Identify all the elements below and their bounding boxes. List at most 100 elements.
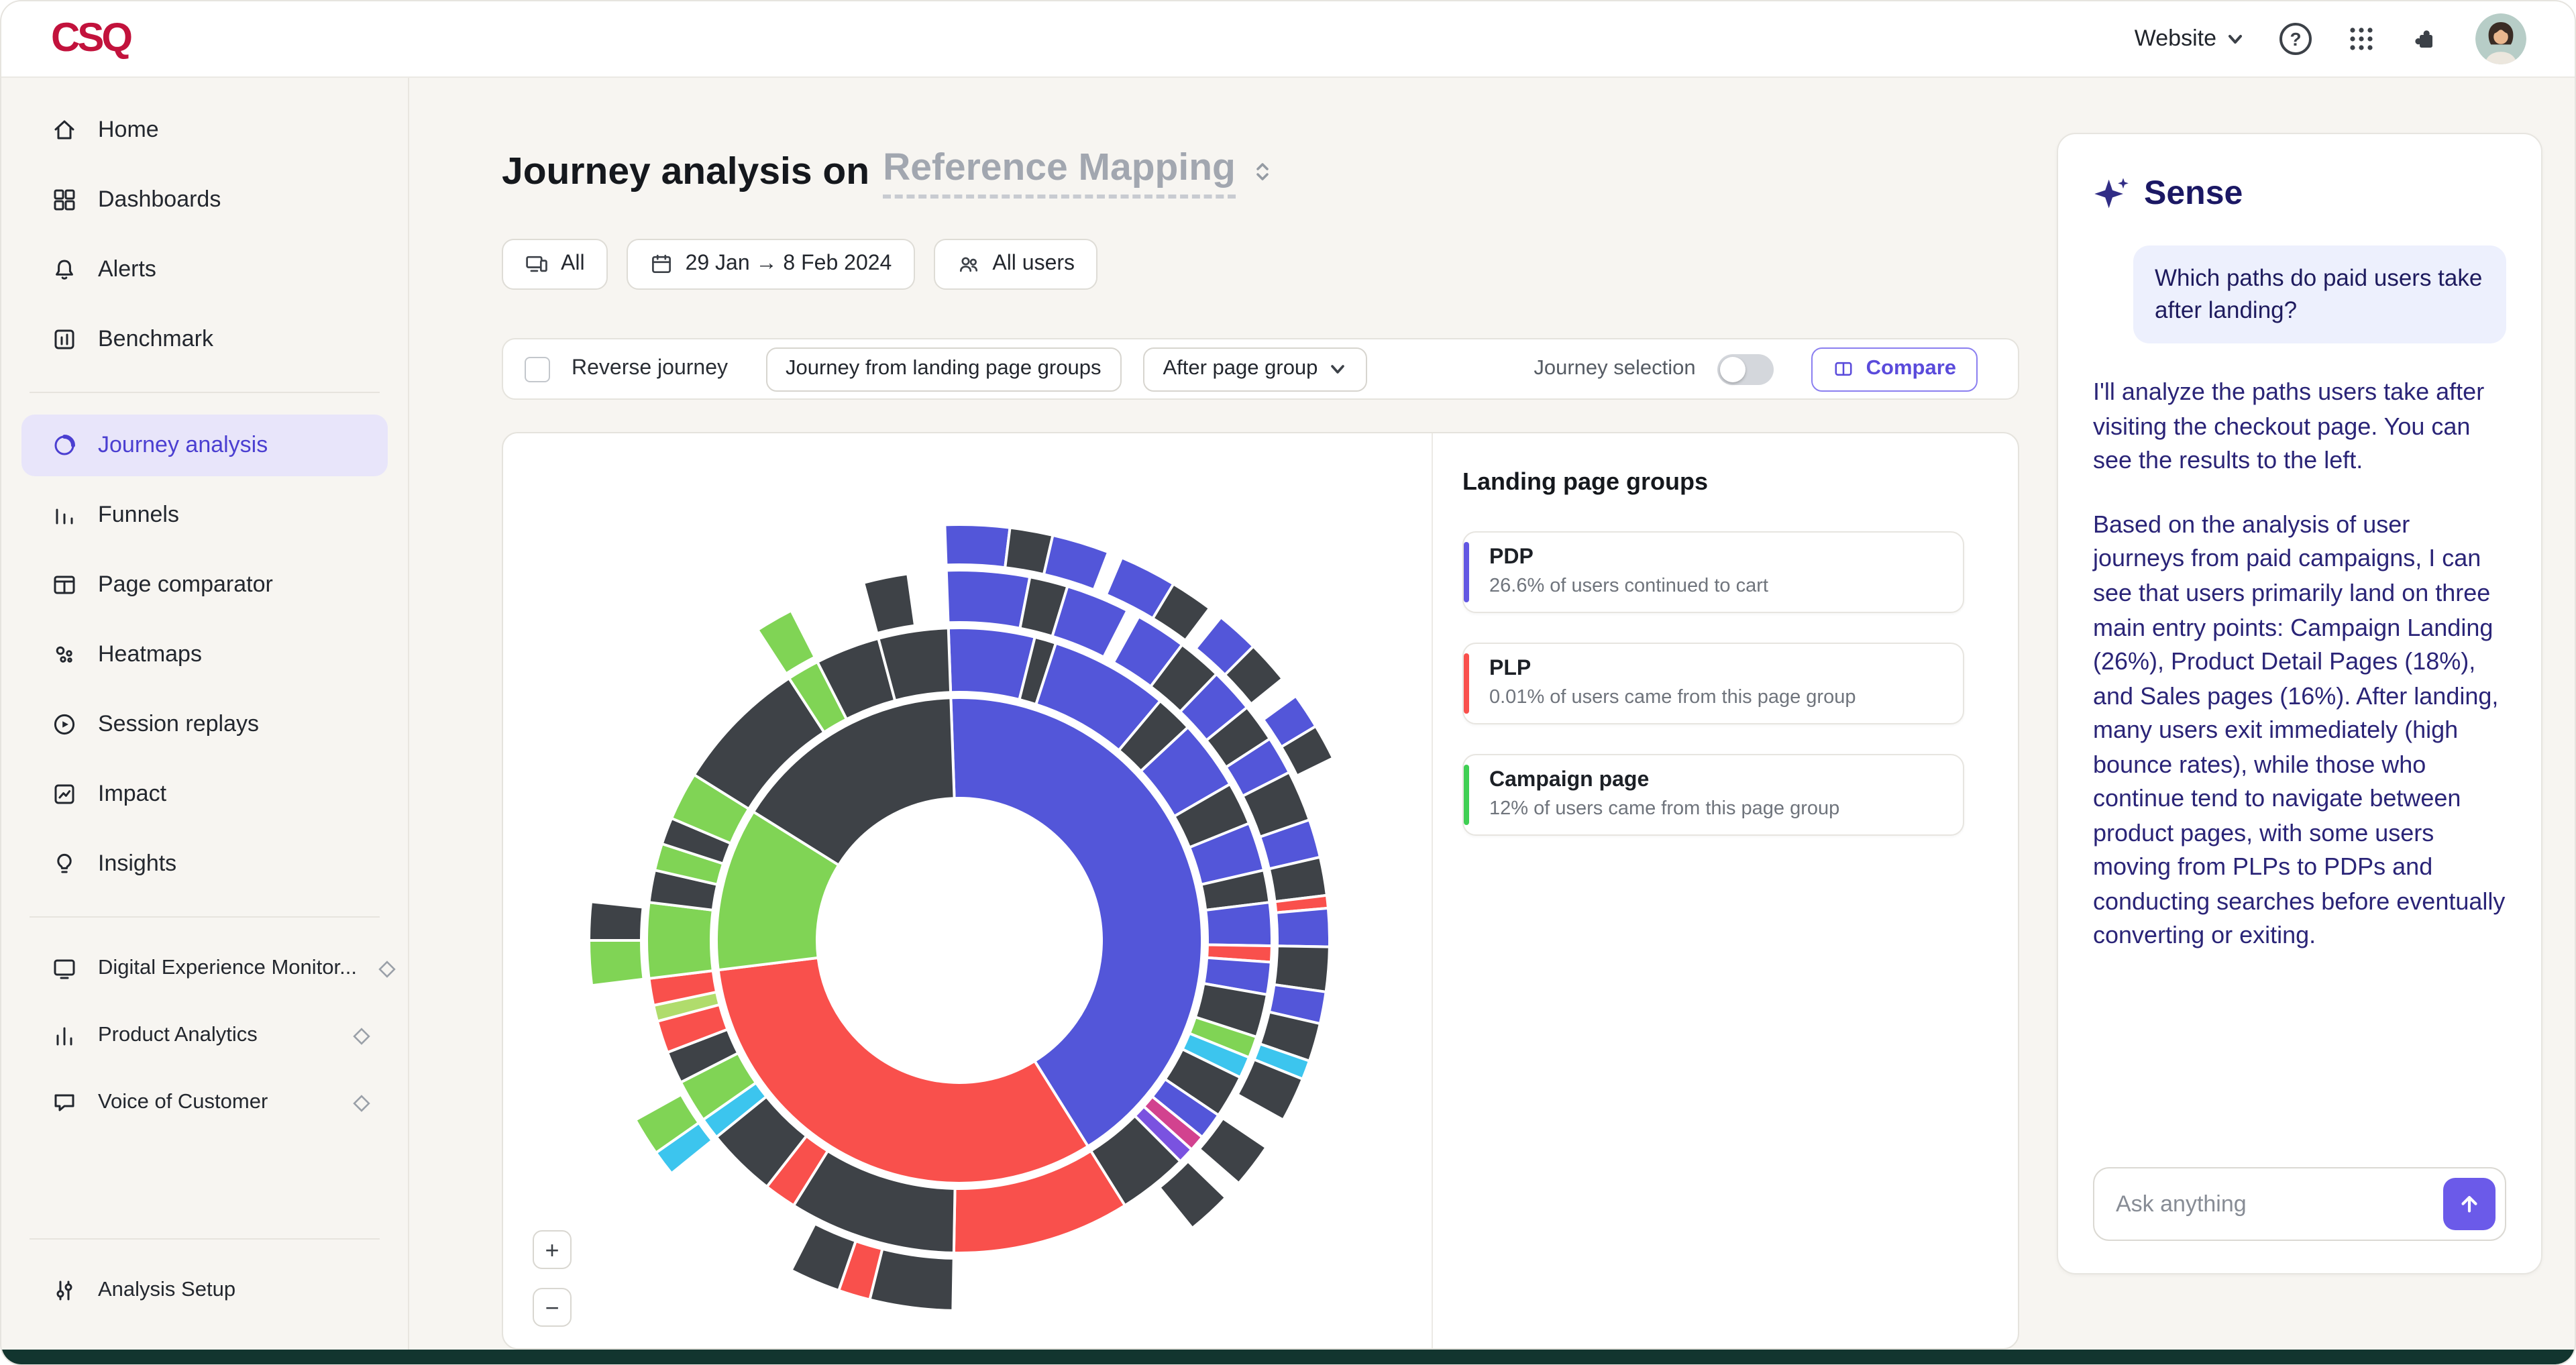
landing-group-card-campaign[interactable]: Campaign page 12% of users came from thi… [1462, 754, 1964, 836]
benchmark-icon [54, 329, 74, 349]
sidebar-footer: Analysis Setup [21, 1225, 388, 1328]
ask-anything-input[interactable] [2093, 1167, 2506, 1241]
sunburst-segment[interactable] [1279, 724, 1335, 778]
sidebar-item-session-replays[interactable]: Session replays [21, 694, 388, 755]
zoom-controls: + − [533, 1230, 572, 1327]
monitor-icon [54, 959, 75, 979]
compare-button[interactable]: Compare [1811, 347, 1978, 391]
landing-group-card-plp[interactable]: PLP 0.01% of users came from this page g… [1462, 643, 1964, 724]
sidebar-item-analysis-setup[interactable]: Analysis Setup [21, 1261, 388, 1320]
compare-icon [1835, 362, 1852, 376]
sidebar-item-insights[interactable]: Insights [21, 833, 388, 895]
sense-panel: Sense Which paths do paid users take aft… [2057, 133, 2542, 1274]
journey-selection-label: Journey selection [1534, 357, 1696, 380]
sunburst-segment[interactable] [1150, 582, 1212, 643]
sidebar-item-home[interactable]: Home [21, 99, 388, 161]
divider [1432, 433, 1433, 1348]
sunburst-segment[interactable] [945, 569, 1032, 631]
bell-icon [56, 260, 73, 280]
send-button[interactable] [2443, 1178, 2496, 1230]
avatar[interactable] [2475, 13, 2526, 64]
sunburst-segment[interactable] [1204, 900, 1273, 948]
sunburst-segment[interactable] [755, 608, 817, 676]
date-range-chip[interactable]: 29 Jan → 8 Feb 2024 [626, 239, 915, 290]
sunburst-segment[interactable] [1051, 584, 1130, 659]
sidebar-item-funnels[interactable]: Funnels [21, 484, 388, 546]
sidebar-item-benchmark[interactable]: Benchmark [21, 309, 388, 370]
sunburst-segment[interactable] [868, 1247, 955, 1312]
group-name: PLP [1489, 657, 1532, 680]
users-icon [959, 257, 977, 272]
group-name: Campaign page [1489, 769, 1650, 791]
sidebar-item-digital-experience-monitoring[interactable]: Digital Experience Monitor... [21, 939, 396, 998]
sidebar-item-page-comparator[interactable]: Page comparator [21, 554, 388, 616]
ask-row [2093, 1167, 2506, 1241]
apps-grid-icon [2350, 28, 2373, 50]
topbar-actions: Website ? [2135, 13, 2526, 64]
extensions-button[interactable] [2411, 24, 2440, 54]
segment-filter-chip[interactable]: All users [933, 239, 1098, 290]
sunburst-segment[interactable] [949, 696, 1204, 1148]
sidebar-item-impact[interactable]: Impact [21, 763, 388, 825]
apps-button[interactable] [2347, 24, 2376, 54]
device-filter-chip[interactable]: All [502, 239, 608, 290]
site-selector[interactable]: Website [2135, 25, 2245, 52]
sidebar-item-journey-analysis[interactable]: Journey analysis [21, 415, 388, 476]
sunburst-segment[interactable] [716, 956, 1090, 1185]
sunburst-segment[interactable] [587, 900, 645, 942]
sunburst-segment[interactable] [943, 523, 1012, 569]
sidebar-item-label: Home [98, 117, 159, 142]
sidebar-item-label: Journey analysis [98, 432, 268, 457]
sidebar-item-label: Benchmark [98, 326, 213, 351]
page-title-prefix: Journey analysis on [502, 150, 870, 193]
landing-group-card-pdp[interactable]: PDP 26.6% of users continued to cart [1462, 531, 1964, 613]
sliders-icon [56, 1280, 72, 1301]
journey-from-button[interactable]: Journey from landing page groups [765, 347, 1122, 391]
sunburst-segment[interactable] [645, 900, 714, 981]
sidebar-item-label: Alerts [98, 256, 156, 282]
sidebar-item-label: Digital Experience Monitor... [98, 957, 357, 979]
divider [30, 916, 380, 918]
sunburst-segment[interactable] [1235, 1057, 1305, 1122]
journey-chart-area[interactable]: + − [503, 433, 1432, 1348]
help-button[interactable]: ? [2279, 23, 2312, 55]
sunburst-segment[interactable] [587, 939, 645, 987]
sunburst-segment[interactable] [876, 626, 953, 703]
sunburst-segment[interactable] [861, 572, 917, 635]
mapping-selector[interactable]: Reference Mapping [883, 146, 1236, 198]
after-page-group-dropdown[interactable]: After page group [1142, 347, 1368, 391]
sidebar-item-alerts[interactable]: Alerts [21, 239, 388, 301]
sunburst-segment[interactable] [751, 696, 956, 867]
journey-selection-toggle[interactable] [1717, 353, 1774, 384]
sunburst-segment[interactable] [1157, 1159, 1228, 1230]
landing-page-groups-panel: Landing page groups PDP 26.6% of users c… [1433, 433, 2018, 1348]
group-desc: 0.01% of users came from this page group [1489, 687, 1856, 708]
unfold-chevrons-icon[interactable] [1249, 158, 1276, 185]
sidebar: Home Dashboards Alerts Benchmark Journey… [1, 78, 409, 1350]
sunburst-segment[interactable] [1197, 1116, 1269, 1185]
sunburst-segment[interactable] [1275, 906, 1331, 948]
sidebar-item-dashboards[interactable]: Dashboards [21, 169, 388, 231]
devices-icon [526, 256, 547, 272]
sidebar-item-label: Heatmaps [98, 641, 202, 667]
csq-logo[interactable]: CSQ [51, 16, 133, 60]
sparkle-icon [2094, 178, 2129, 209]
sunburst-segment[interactable] [1223, 644, 1285, 706]
sunburst-segment[interactable] [789, 1221, 858, 1293]
divider [30, 392, 380, 393]
sidebar-item-voice-of-customer[interactable]: Voice of Customer [21, 1073, 388, 1132]
premium-badge-icon [378, 960, 396, 977]
sidebar-item-label: Dashboards [98, 186, 221, 212]
sunburst-chart[interactable] [503, 484, 1415, 1350]
sunburst-segment[interactable] [633, 1093, 701, 1155]
zoom-in-button[interactable]: + [533, 1230, 572, 1269]
chevron-down-icon [1331, 365, 1345, 374]
zoom-out-button[interactable]: − [533, 1288, 572, 1327]
sidebar-item-heatmaps[interactable]: Heatmaps [21, 624, 388, 686]
filter-chip-label: All users [992, 252, 1075, 275]
sunburst-segment[interactable] [1042, 533, 1110, 592]
sense-answer-detail: Based on the analysis of user journeys f… [2093, 510, 2506, 949]
reverse-journey-checkbox[interactable] [525, 356, 550, 382]
landing-groups-title: Landing page groups [1462, 468, 1708, 495]
sidebar-item-product-analytics[interactable]: Product Analytics [21, 1006, 388, 1065]
